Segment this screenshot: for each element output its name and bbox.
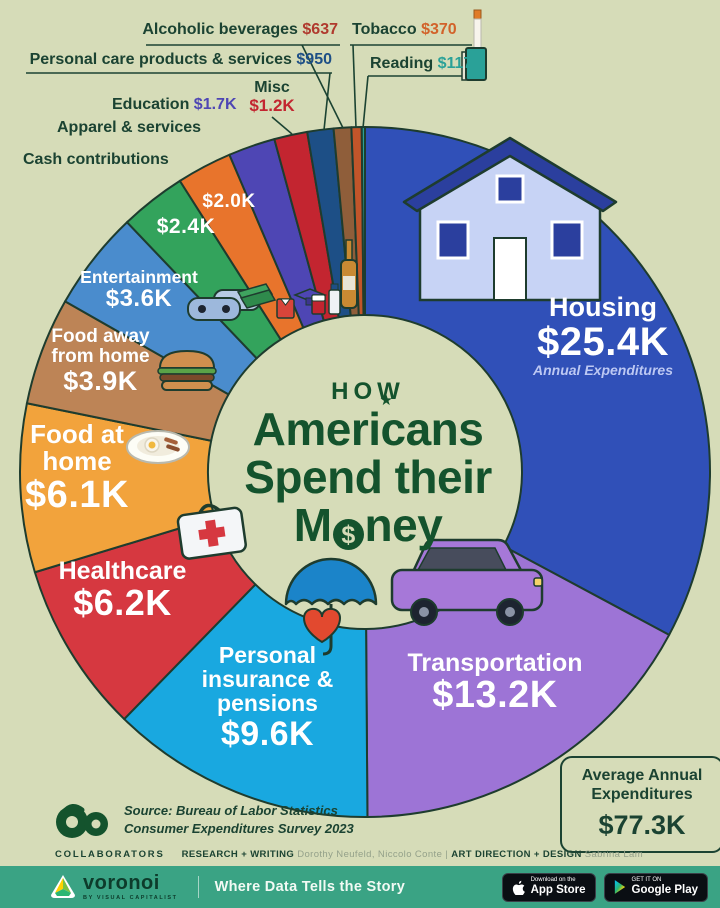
title-kicker: HOW xyxy=(331,378,405,405)
toothpaste-icon xyxy=(328,283,341,315)
label-personal-insurance: Personal insurance & pensions $9.6K xyxy=(201,642,334,754)
house-icon xyxy=(402,136,618,302)
apple-icon xyxy=(512,880,525,895)
collaborators-line: COLLABORATORS RESEARCH + WRITING Dorothy… xyxy=(55,849,644,860)
label-apparel-value: $2.0K xyxy=(202,191,256,212)
visual-capitalist-logo xyxy=(56,804,108,838)
callout-cash-contributions: Cash contributions xyxy=(23,151,169,168)
source-block: Source: Bureau of Labor Statistics Consu… xyxy=(52,798,354,842)
voronoi-logo-icon xyxy=(51,875,75,898)
car-icon xyxy=(390,538,544,626)
burger-icon xyxy=(157,349,217,391)
app-store-badge[interactable]: Download on the App Store xyxy=(501,872,596,902)
callout-misc: Misc $1.2K xyxy=(249,79,295,115)
leader-line xyxy=(323,72,331,131)
label-cash-value: $2.4K xyxy=(156,215,216,238)
title-money-line: M $ ney xyxy=(293,498,443,551)
label-entertainment: Entertainment $3.6K xyxy=(80,267,198,313)
page-title: HOW Americans ★ Spend their M $ ney xyxy=(203,378,533,551)
cash-bills-icon xyxy=(236,283,277,309)
leader-line xyxy=(362,75,369,129)
label-food-away: Food away from home $3.9K xyxy=(51,326,150,396)
callout-alcoholic-beverages: Alcoholic beverages $637 xyxy=(142,21,338,38)
star-icon: ★ xyxy=(379,392,393,409)
plate-icon xyxy=(126,430,190,464)
label-healthcare: Healthcare $6.2K xyxy=(58,557,187,624)
label-food-at-home: Food at home $6.1K xyxy=(25,419,129,516)
leader-line xyxy=(271,116,293,135)
callout-tobacco: Tobacco $370 xyxy=(352,21,457,38)
cigarette-icon xyxy=(473,9,482,50)
cigarette-pack-icon xyxy=(311,294,326,315)
book-icon xyxy=(461,47,487,81)
google-play-badge[interactable]: GET IT ON Google Play xyxy=(603,872,708,902)
voronoi-brand: voronoi BY VISUAL CAPITALIST xyxy=(50,873,178,901)
callout-personal-care: Personal care products & services $950 xyxy=(29,51,332,68)
label-housing: Housing $25.4K Annual Expenditures xyxy=(532,292,674,379)
callout-reading: Reading $117 xyxy=(370,55,473,72)
shirt-icon xyxy=(276,298,295,319)
footer-divider xyxy=(197,876,199,898)
footer-bar: voronoi BY VISUAL CAPITALIST Where Data … xyxy=(0,866,720,908)
label-transportation: Transportation $13.2K xyxy=(407,649,583,717)
callout-apparel: Apparel & services xyxy=(57,119,202,136)
leader-line xyxy=(301,44,344,129)
beer-bottle-icon xyxy=(340,239,358,309)
leader-lines xyxy=(26,44,472,135)
leader-line xyxy=(352,44,357,129)
umbrella-heart-icon xyxy=(284,557,378,656)
footer-tagline: Where Data Tells the Story xyxy=(214,879,406,895)
google-play-icon xyxy=(614,880,625,894)
first-aid-kit-icon xyxy=(176,503,247,560)
callout-education: Education $1.7K xyxy=(112,96,237,113)
average-expenditures-box: Average Annual Expenditures $77.3K xyxy=(560,756,720,853)
dollar-coin-icon: $ xyxy=(332,519,364,551)
